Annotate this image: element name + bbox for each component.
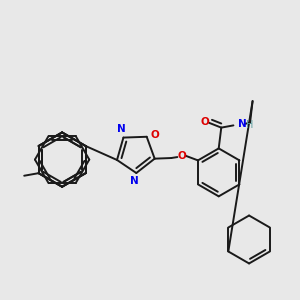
Text: O: O bbox=[177, 152, 186, 161]
Text: O: O bbox=[201, 117, 210, 127]
Text: N: N bbox=[238, 119, 247, 129]
Text: H: H bbox=[246, 120, 253, 130]
Text: N: N bbox=[130, 176, 139, 186]
Text: N: N bbox=[117, 124, 126, 134]
Text: O: O bbox=[151, 130, 159, 140]
